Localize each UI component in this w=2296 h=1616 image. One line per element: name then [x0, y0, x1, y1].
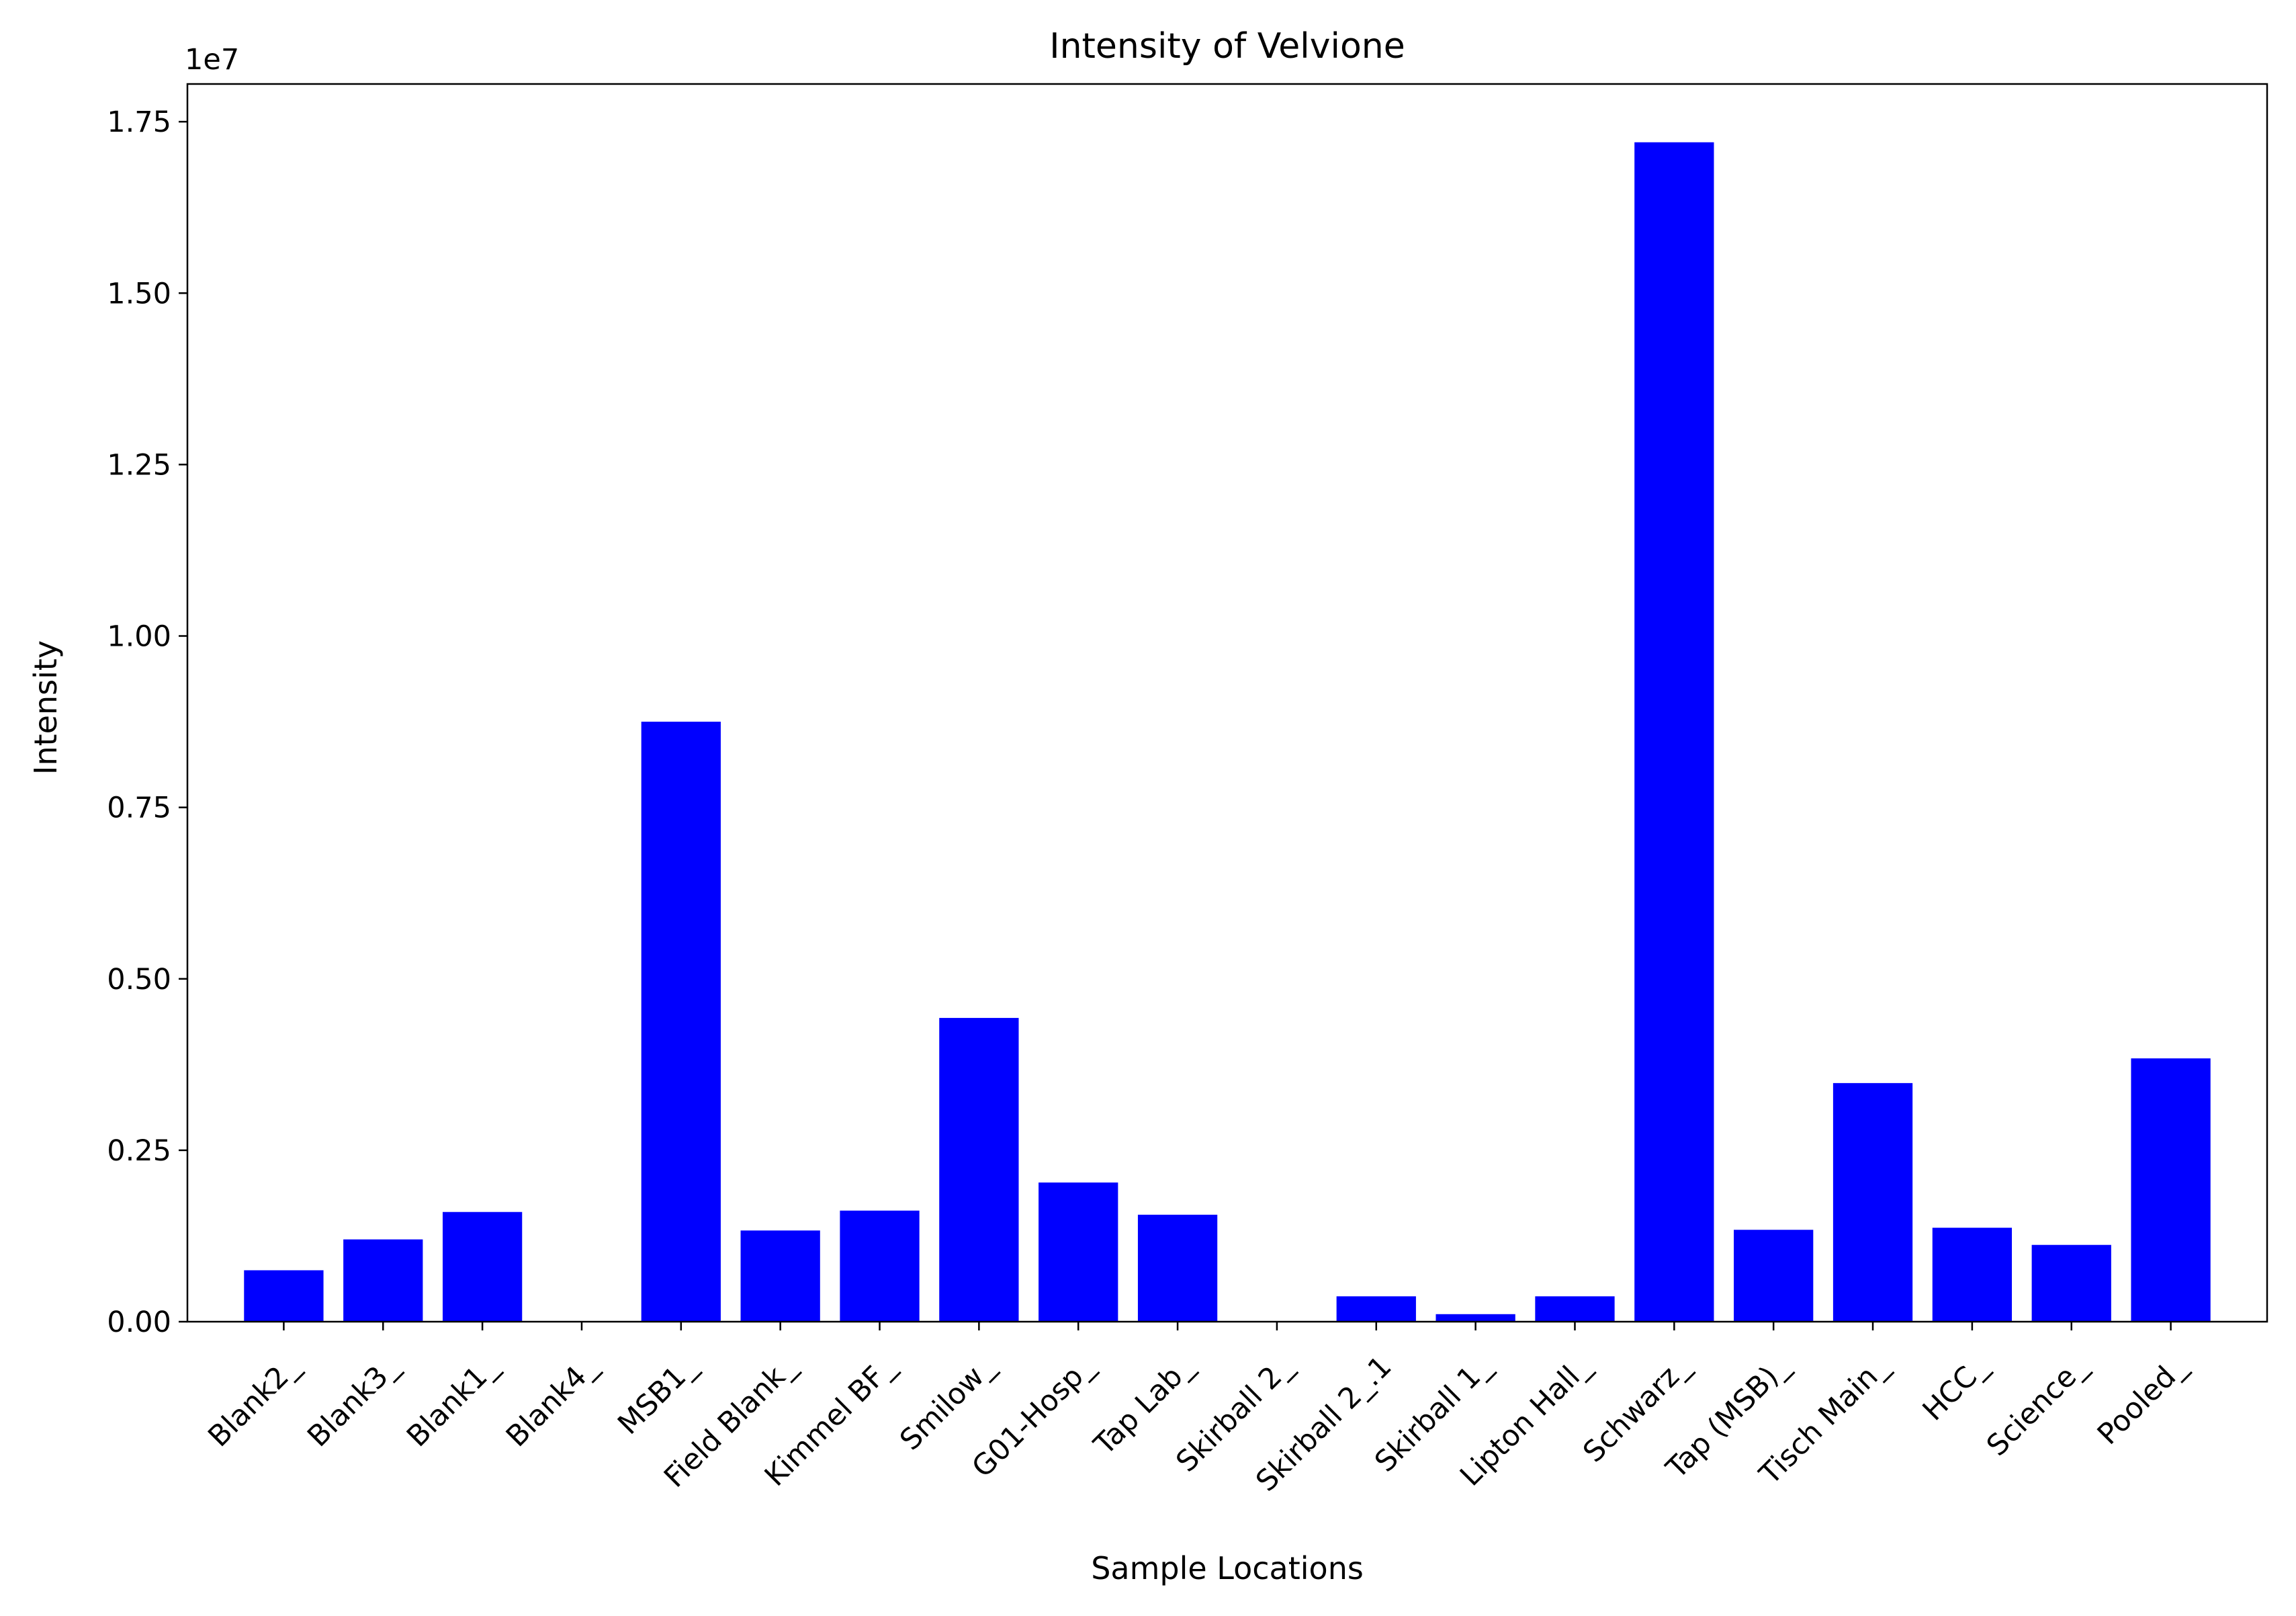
bar — [244, 1270, 324, 1322]
y-offset-label: 1e7 — [185, 43, 239, 77]
bar — [740, 1230, 820, 1322]
bar — [442, 1211, 523, 1322]
chart-title: Intensity of Velvione — [1049, 26, 1405, 67]
y-tick-label: 0.25 — [107, 1134, 171, 1168]
y-axis-label: Intensity — [28, 640, 64, 775]
bar — [1833, 1082, 1913, 1322]
bars-group — [244, 142, 2211, 1322]
y-tick-label: 1.00 — [107, 620, 171, 654]
bar — [1137, 1214, 1218, 1322]
bar — [2031, 1244, 2111, 1322]
bar — [343, 1239, 423, 1322]
y-tick-label: 0.50 — [107, 963, 171, 996]
y-tick-label: 1.50 — [107, 277, 171, 310]
y-tick-label: 1.75 — [107, 105, 171, 139]
bar — [1734, 1230, 1814, 1322]
bar — [840, 1210, 920, 1322]
y-tick-label: 0.00 — [107, 1306, 171, 1339]
bar — [1336, 1296, 1416, 1322]
plot-frame — [186, 83, 2268, 1323]
bar — [939, 1017, 1019, 1322]
bar — [2131, 1058, 2211, 1322]
bar — [1039, 1182, 1118, 1322]
y-tick-label: 1.25 — [107, 448, 171, 482]
bar — [1634, 142, 1714, 1322]
x-axis-label: Sample Locations — [1091, 1550, 1364, 1586]
y-axis-ticks: 0.00 0.25 0.50 0.75 1.00 1.25 1.50 1.75 — [107, 105, 187, 1339]
y-tick-label: 0.75 — [107, 792, 171, 825]
bar — [641, 722, 721, 1322]
bar — [1535, 1296, 1615, 1322]
bar — [1932, 1228, 2013, 1322]
bar — [1436, 1314, 1515, 1322]
